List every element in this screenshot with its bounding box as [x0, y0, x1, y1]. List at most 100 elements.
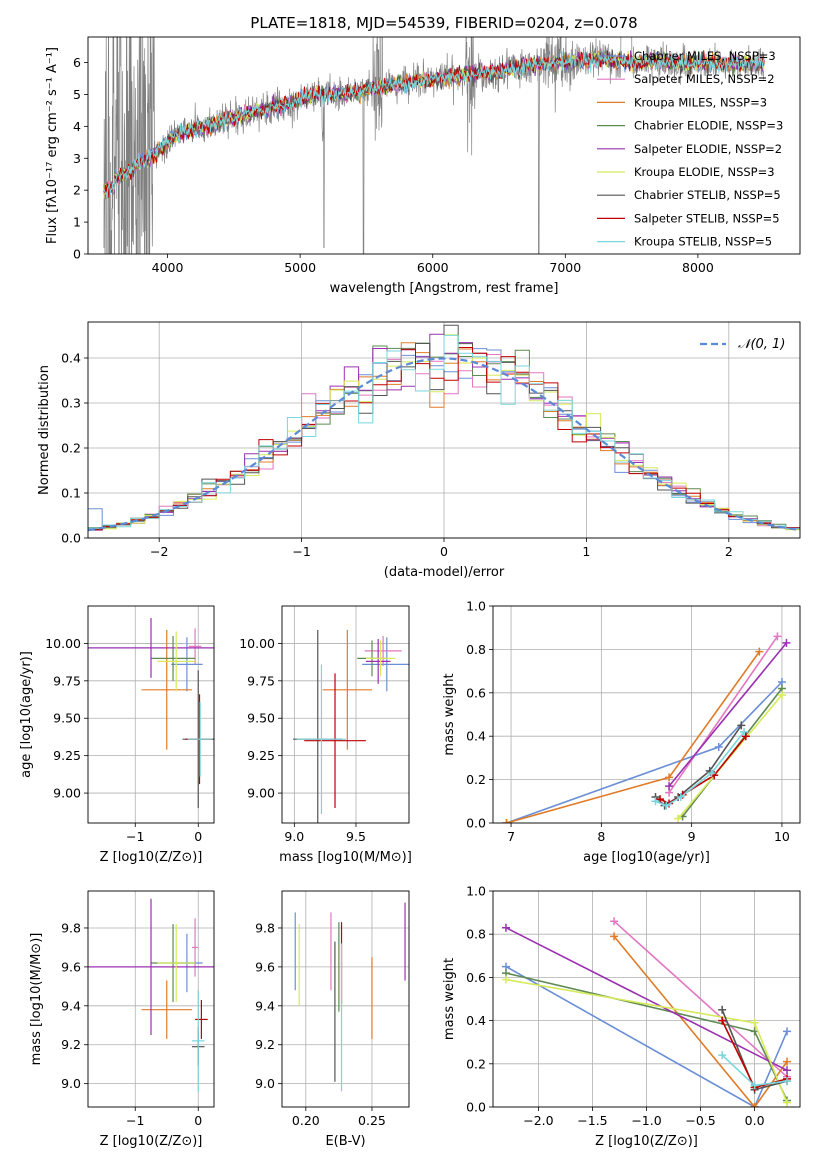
legend-entry: 𝒩(0, 1) — [738, 337, 785, 352]
x-tick-label: −2 — [150, 544, 168, 559]
y-axis-label: mass [log10(M/M⊙)] — [29, 933, 44, 1066]
error-bar-point — [157, 631, 196, 692]
y-axis-label: age [log10(age/yr)] — [19, 651, 34, 778]
y-tick-label: 9.00 — [53, 786, 81, 801]
error-bar-point — [191, 918, 199, 977]
weight-marker — [714, 743, 723, 752]
y-tick-label: 9.75 — [247, 673, 275, 688]
x-tick-label: 0 — [440, 544, 448, 559]
weight-marker — [737, 721, 746, 730]
y-tick-label: 9.8 — [255, 920, 275, 935]
y-tick-label: 9.2 — [255, 1037, 275, 1052]
weight-marker — [718, 1005, 727, 1014]
weight-marker — [783, 1098, 792, 1107]
x-tick-label: −2.0 — [523, 1113, 553, 1128]
y-tick-label: 0.0 — [466, 816, 486, 831]
plot-area — [88, 898, 214, 1092]
weight-series — [665, 632, 782, 797]
x-tick-label: −1 — [126, 829, 144, 844]
error-bar-point — [187, 701, 213, 777]
weight-marker — [665, 773, 674, 782]
weight-series — [651, 727, 749, 810]
y-tick-label: 0.2 — [466, 1056, 486, 1071]
x-tick-label: 8000 — [682, 260, 714, 275]
y-tick-label: 0 — [73, 247, 81, 262]
axes-frame — [87, 36, 801, 255]
x-tick-label: −1 — [292, 544, 310, 559]
weight-series — [718, 1051, 792, 1090]
legend-entry: Chabrier MILES, NSSP=3 — [634, 49, 776, 63]
x-tick-label: −0.5 — [685, 1113, 715, 1128]
legend-entry: Salpeter MILES, NSSP=2 — [634, 72, 775, 86]
y-tick-label: 10.00 — [45, 636, 81, 651]
y-axis-label: mass weight — [442, 673, 457, 755]
error-bar-point — [304, 673, 366, 809]
y-tick-label: 9.4 — [61, 998, 81, 1013]
weight-marker — [707, 769, 716, 778]
error-bar-point — [141, 629, 192, 750]
weight-line — [506, 681, 783, 823]
x-tick-label: 9.0 — [284, 829, 304, 844]
weight-marker — [773, 632, 782, 641]
weight-series — [502, 677, 786, 823]
x-axis-label: Z [log10(Z/Z⊙)] — [595, 1134, 698, 1149]
weight-line — [668, 642, 788, 787]
weight-series — [502, 647, 764, 823]
plot-area — [294, 902, 406, 1092]
weight-marker — [783, 1077, 792, 1086]
error-bar-point — [296, 664, 347, 815]
gaussian-curve — [88, 357, 800, 532]
panel-4: 7 8 9 10 0.0 0.2 0.4 0.6 0.8 1.0 age [log10(age/yr… — [442, 599, 801, 865]
y-axis-label: Flux [fλ10⁻¹⁷ erg cm⁻² s⁻¹ A⁻¹] — [45, 47, 60, 244]
weight-line — [668, 635, 779, 794]
plot-area — [88, 324, 800, 532]
weight-marker — [777, 690, 786, 699]
residual-histogram — [88, 347, 800, 531]
x-tick-label: 10 — [774, 829, 790, 844]
legend-entry: Chabrier ELODIE, NSSP=3 — [634, 119, 783, 133]
weight-marker — [783, 1057, 792, 1066]
y-tick-label: 6 — [73, 55, 81, 70]
x-axis-label: (data-model)/error — [384, 565, 505, 580]
x-tick-label: 0.25 — [358, 1113, 386, 1128]
error-bar-point — [362, 637, 409, 692]
weight-marker — [740, 727, 749, 736]
legend-entry: Chabrier STELIB, NSSP=5 — [634, 188, 781, 202]
y-tick-label: 3 — [73, 151, 81, 166]
y-tick-label: 0.4 — [466, 1013, 486, 1028]
x-tick-label: −1.0 — [631, 1113, 661, 1128]
legend-entry: Salpeter ELODIE, NSSP=2 — [634, 142, 782, 156]
weight-marker — [750, 1081, 759, 1090]
x-tick-label: 6000 — [417, 260, 449, 275]
y-tick-label: 9.50 — [247, 711, 275, 726]
weight-marker — [718, 1051, 727, 1060]
weight-marker — [676, 792, 685, 801]
y-tick-label: 0.4 — [466, 729, 486, 744]
y-tick-label: 9.6 — [255, 959, 275, 974]
y-tick-label: 9.4 — [255, 998, 275, 1013]
y-tick-label: 10.00 — [239, 636, 275, 651]
weight-series — [665, 638, 791, 791]
panel-0: 4000 5000 6000 7000 8000 0 1 2 3 4 5 6 PLATE=1818, M… — [45, 14, 801, 296]
x-axis-label: wavelength [Angstrom, rest frame] — [330, 281, 559, 296]
error-bar-point — [195, 999, 208, 1039]
x-tick-label: 2 — [725, 544, 733, 559]
axes-frame — [492, 890, 801, 1108]
axes-frame — [281, 605, 410, 824]
y-tick-label: 0.8 — [466, 927, 486, 942]
weight-line — [505, 965, 788, 1107]
x-axis-label: Z [log10(Z/Z⊙)] — [100, 850, 203, 865]
error-bar-point — [151, 635, 196, 681]
weight-marker — [501, 975, 510, 984]
plot-area — [501, 917, 792, 1107]
axes-frame — [281, 890, 410, 1108]
panel-2: −1 0 9.00 9.25 9.50 9.75 10.00 Z [log10(Z/Z⊙)] a… — [19, 605, 215, 865]
x-tick-label: 1 — [582, 544, 590, 559]
y-tick-label: 0.0 — [61, 531, 81, 546]
y-tick-label: 0.6 — [466, 970, 486, 985]
weight-marker — [750, 1018, 759, 1027]
error-bar-point — [88, 898, 214, 1035]
plot-area — [88, 617, 214, 809]
error-bar-point — [141, 980, 192, 1039]
error-bar-point — [191, 990, 205, 1092]
